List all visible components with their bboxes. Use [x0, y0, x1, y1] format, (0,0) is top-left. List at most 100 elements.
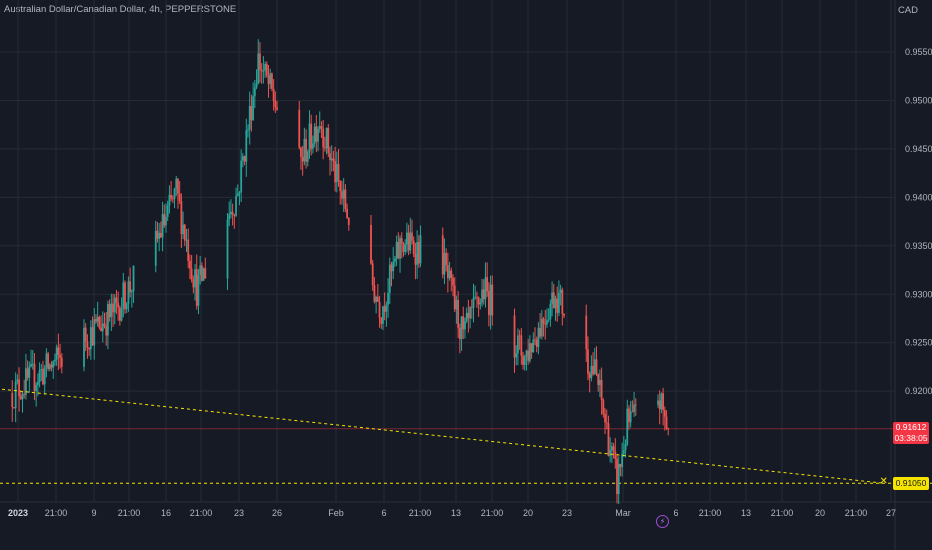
candle-body	[662, 393, 665, 411]
candle-body	[14, 381, 17, 409]
candle-body	[540, 318, 543, 337]
candle-body	[305, 138, 307, 162]
candle-body	[180, 201, 183, 235]
candle-body	[300, 147, 302, 158]
candle-body	[395, 241, 398, 259]
time-tick-label: 20	[815, 508, 825, 518]
time-tick-label: 13	[741, 508, 751, 518]
candle-body	[452, 277, 454, 286]
candle-body	[182, 224, 184, 235]
candle-body	[417, 242, 420, 264]
candle-body	[600, 379, 603, 401]
candle-body	[341, 191, 343, 199]
candle-body	[250, 106, 253, 121]
trendline[interactable]	[1, 388, 884, 484]
candle-body	[11, 393, 14, 408]
candle-body	[230, 211, 232, 215]
candle-body	[129, 281, 132, 293]
candle-body	[57, 347, 60, 355]
candle-body	[542, 318, 545, 324]
candle-body	[405, 232, 408, 245]
lightning-icon[interactable]: ⚡	[656, 515, 669, 528]
candle-body	[245, 130, 248, 162]
candle-body	[561, 289, 564, 314]
candle-body	[409, 232, 412, 251]
time-tick-label: 21:00	[481, 508, 504, 518]
candle-body	[33, 363, 36, 392]
candle-body	[269, 73, 272, 85]
candle-body	[629, 411, 632, 423]
candle-body	[86, 341, 89, 348]
candle-body	[327, 127, 330, 154]
candle-body	[183, 224, 186, 241]
candle-body	[301, 157, 304, 162]
candle-body	[84, 327, 87, 342]
candle-body	[552, 292, 555, 309]
candle-body	[622, 450, 625, 454]
candle-body	[612, 446, 615, 452]
time-tick-label: 23	[234, 508, 244, 518]
candle-body	[226, 219, 229, 279]
candle-body	[558, 292, 560, 313]
candle-body	[487, 291, 490, 316]
candle-body	[387, 293, 389, 305]
symbol-title[interactable]: Australian Dollar/Canadian Dollar, 4h, P…	[4, 4, 237, 15]
candle-body	[165, 217, 167, 226]
candle-body	[370, 224, 372, 264]
candle-body	[241, 156, 244, 161]
candle-body	[472, 297, 475, 308]
time-tick-label: Mar	[615, 508, 631, 518]
candle-body	[168, 194, 171, 206]
candle-body	[329, 153, 331, 161]
candle-body	[89, 327, 92, 350]
candle-body	[25, 368, 27, 395]
candle-body	[323, 147, 326, 149]
currency-label: CAD	[897, 5, 918, 16]
candle-body	[549, 303, 552, 320]
candle-body	[320, 126, 323, 129]
candle-body	[605, 422, 608, 424]
candle-body	[527, 350, 530, 361]
candle-body	[317, 129, 319, 142]
price-tick-label: 0.92000	[905, 386, 932, 396]
candle-body	[194, 269, 196, 288]
candle-body	[443, 252, 446, 275]
candle-body	[481, 289, 483, 303]
candle-body	[31, 363, 34, 365]
candle-body	[530, 343, 533, 353]
candle-body	[159, 232, 162, 238]
candle-body	[101, 323, 104, 332]
candle-body	[375, 296, 378, 302]
candle-body	[202, 268, 205, 281]
candle-body	[189, 260, 191, 269]
candle-body	[588, 373, 591, 379]
bar-countdown: 03:38:05	[894, 432, 928, 443]
candle-body	[83, 327, 85, 367]
candle-body	[469, 307, 471, 319]
candle-body	[465, 312, 468, 322]
candle-body	[267, 75, 270, 85]
candle-body	[55, 347, 58, 360]
candle-body	[634, 404, 637, 406]
horizontal-grid	[0, 51, 895, 392]
candle-body	[525, 350, 528, 357]
time-tick-label: 21:00	[409, 508, 432, 518]
time-tick-label: 16	[161, 508, 171, 518]
candle-body	[489, 284, 492, 316]
candle-body	[376, 296, 379, 302]
candle-body	[546, 320, 548, 325]
candle-body	[539, 327, 542, 337]
candle-body	[54, 359, 56, 362]
candle-body	[187, 239, 190, 261]
candle-body	[416, 242, 419, 265]
candle-body	[112, 303, 114, 313]
candle-body	[177, 178, 179, 194]
time-axis[interactable]: 2023 21:00 9 21:00 16 21:00 23 26 Feb 6 21:00 13 21:…	[8, 508, 896, 518]
candle-body	[120, 308, 123, 321]
x-icon[interactable]: ✕	[879, 476, 888, 488]
candle-body	[308, 123, 311, 152]
